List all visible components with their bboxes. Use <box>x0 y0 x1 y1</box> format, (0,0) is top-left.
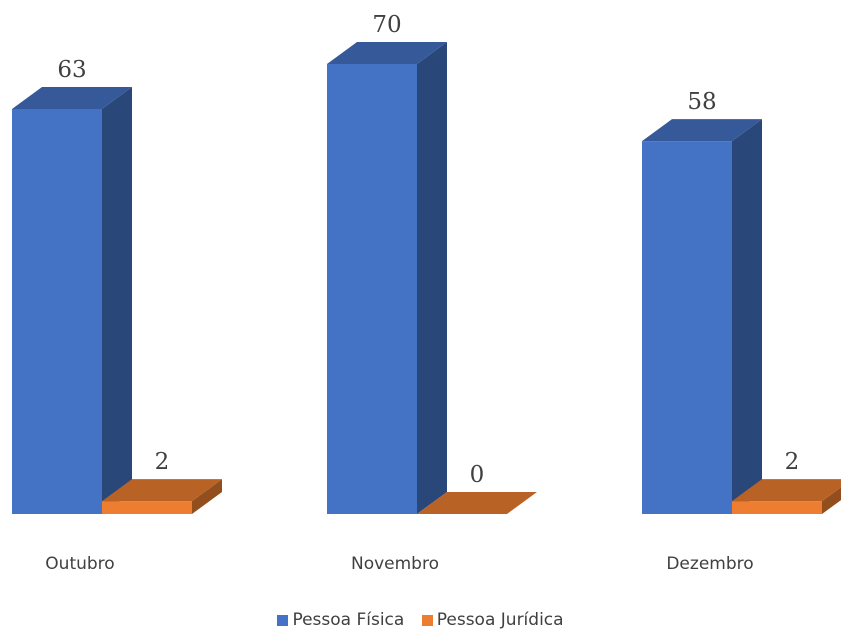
bar-side-face <box>417 42 447 514</box>
bar-side-face <box>192 479 222 514</box>
bar-side-face <box>732 119 762 515</box>
data-label-novembro-series-1: 0 <box>470 462 485 488</box>
bar-novembro-series-0 <box>327 42 447 514</box>
bar-front-face <box>12 109 102 514</box>
category-label-outubro: Outubro <box>45 554 114 574</box>
data-label-outubro-series-0: 63 <box>57 57 86 83</box>
bar-dezembro-series-1 <box>732 479 841 514</box>
bar-dezembro-series-0 <box>642 119 762 515</box>
legend-label-series-1: Pessoa Jurídica <box>436 610 564 630</box>
bar-outubro-series-1 <box>102 479 222 514</box>
data-label-dezembro-series-1: 2 <box>785 449 800 475</box>
bar-front-face <box>642 141 732 514</box>
category-label-novembro: Novembro <box>351 554 439 574</box>
legend-swatch-series-0 <box>277 615 289 626</box>
bar-front-face <box>327 64 417 514</box>
bar-outubro-series-0 <box>12 87 132 514</box>
bar-chart: 63 70 58 2 0 2 Outubro Novembro Dezembro <box>12 12 841 574</box>
data-label-novembro-series-0: 70 <box>372 12 401 38</box>
bar-top-face <box>327 42 447 64</box>
category-label-dezembro: Dezembro <box>666 554 753 574</box>
legend-item-series-0: Pessoa Física <box>277 610 404 630</box>
bar-side-face <box>822 487 841 514</box>
bar-top-face <box>417 492 537 514</box>
bar-front-face <box>732 501 822 514</box>
bar-top-face <box>102 479 222 502</box>
legend-item-series-1: Pessoa Jurídica <box>421 610 564 630</box>
bar-side-face <box>102 87 132 514</box>
bar-top-face <box>732 479 841 502</box>
bar-top-face <box>12 87 132 109</box>
labels-group: 63 70 58 2 0 2 Outubro Novembro Dezembro <box>45 12 799 574</box>
legend: Pessoa Física Pessoa Jurídica <box>0 610 841 630</box>
legend-swatch-series-1 <box>421 615 433 626</box>
bar-top-face <box>642 119 762 142</box>
data-label-dezembro-series-0: 58 <box>687 89 716 115</box>
data-label-outubro-series-1: 2 <box>155 449 170 475</box>
bar-novembro-series-1 <box>417 492 537 514</box>
legend-label-series-0: Pessoa Física <box>292 610 405 630</box>
bar-front-face <box>102 501 192 514</box>
bars-group <box>12 42 841 515</box>
